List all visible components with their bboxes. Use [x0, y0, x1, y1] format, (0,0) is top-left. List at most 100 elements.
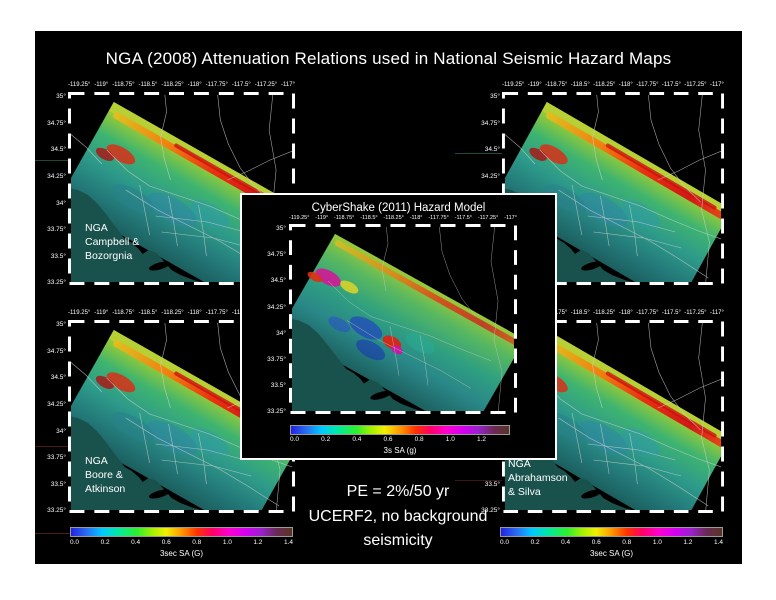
axis-tick-label: 33.75°	[47, 454, 66, 462]
axis-tick-label: -117.25°	[684, 82, 707, 88]
map-label-abrahamson-silva: NGA Abrahamson & Silva	[508, 458, 568, 498]
axis-tick-label: 34.5°	[50, 374, 66, 382]
axis-tick-label: -119.25°	[68, 310, 91, 316]
axis-tick-label: 33.75°	[267, 356, 286, 364]
inset-title: CyberShake (2011) Hazard Model	[311, 202, 486, 214]
axis-tick-label: 35°	[56, 93, 66, 100]
axis-tick-label: -118.25°	[161, 82, 184, 88]
axis-tick-label: 34.25°	[47, 400, 66, 408]
colorbar-tick-label: 0.2	[321, 436, 331, 443]
axis-tick-label: 35°	[56, 321, 66, 328]
inset-colorbar	[290, 425, 510, 435]
scan-artifact	[35, 533, 70, 534]
inset-y-axis-labels: 35° 34.75° 34.5° 34.25° 34° 33.75° 33.5° 33.25°	[260, 224, 286, 418]
axis-tick-label: 33.25°	[47, 279, 66, 287]
axis-tick-label: 33.5°	[50, 252, 66, 260]
colorbar-tick-label: 0.4	[131, 539, 141, 546]
axis-tick-label: -117°	[281, 82, 295, 88]
axis-tick-label: 33.5°	[484, 480, 500, 488]
axis-tick-label: -118.5°	[570, 82, 590, 88]
axis-tick-label: -117°	[504, 215, 517, 221]
colorbar-tick-label: 1.2	[476, 436, 486, 443]
axis-tick-label: 34.75°	[481, 119, 500, 127]
colorbar-tick-label: 0.2	[100, 539, 110, 546]
map-label-boore-atkinson: NGA Boore & Atkinson	[85, 455, 126, 495]
colorbar-tick-label: 0.8	[192, 539, 202, 546]
axis-tick-label: -118.75°	[333, 215, 355, 221]
colorbar-tick-label: 1.0	[652, 539, 662, 546]
axis-tick-label: 35°	[490, 93, 500, 100]
axis-tick-label: -119°	[527, 82, 542, 88]
axis-tick-label: -117.75°	[205, 310, 228, 316]
axis-tick-label: 34.25°	[481, 172, 500, 180]
axis-tick-label: -119°	[94, 82, 109, 88]
axis-tick-label: 35°	[276, 225, 286, 232]
colorbar-tick-label: 1.0	[222, 539, 232, 546]
colorbar-tick-label: 0.8	[622, 539, 632, 546]
axis-tick-label: 33.75°	[47, 226, 66, 234]
axis-tick-label: -118.25°	[383, 215, 404, 221]
annotation-pe: PE = 2%/50 yr	[346, 483, 450, 500]
cybershake-inset: CyberShake (2011) Hazard Model -119.25° -…	[240, 193, 557, 460]
axis-tick-label: 33.25°	[47, 507, 66, 515]
colorbar-left	[70, 527, 293, 537]
axis-tick-label: -119°	[94, 310, 109, 316]
hazard-map-graphic	[289, 224, 517, 414]
axis-tick-label: 34°	[56, 199, 66, 207]
scan-artifact	[35, 160, 68, 161]
axis-tick-label: 34.75°	[267, 251, 286, 259]
axis-tick-label: -117.75°	[636, 310, 659, 316]
colorbar-tick-label: 1.2	[683, 539, 693, 546]
axis-tick-label: 34.25°	[267, 303, 286, 311]
colorbar-tick-label: 0.6	[161, 539, 171, 546]
colorbar-tick-label: 0.6	[383, 436, 393, 443]
y-axis-labels-top-left: 35° 34.75° 34.5° 34.25° 34° 33.75° 33.5° 33.25°	[41, 92, 66, 289]
colorbar-tick-label: 0.6	[591, 539, 601, 546]
axis-tick-label: -118.25°	[593, 310, 616, 316]
axis-tick-label: 33.25°	[481, 507, 500, 515]
colorbar-left-ticks: 0.0 0.2 0.4 0.6 0.8 1.0 1.2 1.4	[70, 539, 293, 547]
axis-tick-label: -117.25°	[254, 82, 278, 88]
inset-colorbar-label: 3s SA (g)	[383, 446, 417, 455]
axis-tick-label: 33.5°	[270, 382, 286, 390]
colorbar-tick-label: 0.2	[530, 539, 540, 546]
colorbar-tick-label: 0.0	[500, 539, 510, 546]
axis-tick-label: -118°	[618, 310, 633, 316]
slide-title: NGA (2008) Attenuation Relations used in…	[105, 49, 672, 68]
axis-tick-label: -118°	[187, 82, 202, 88]
axis-tick-label: 34.5°	[484, 146, 500, 154]
inset-colorbar-ticks: 0.0 0.2 0.4 0.6 0.8 1.0 1.2	[290, 436, 486, 444]
axis-tick-label: -117.25°	[684, 310, 707, 316]
axis-tick-label: -118°	[409, 215, 423, 221]
colorbar-tick-label: 0.0	[290, 436, 300, 443]
colorbar-tick-label: 1.4	[283, 539, 293, 546]
scan-artifact	[35, 446, 68, 447]
axis-tick-label: -119.25°	[68, 82, 91, 88]
axis-tick-label: 33.25°	[267, 408, 286, 416]
axis-tick-label: -119.25°	[289, 215, 310, 221]
axis-tick-label: -118.5°	[570, 310, 590, 316]
axis-tick-label: 33.5°	[50, 480, 66, 488]
axis-tick-label: -118.5°	[138, 82, 158, 88]
x-axis-labels-top-left: -119.25° -119° -118.75° -118.5° -118.25° -118…	[68, 82, 295, 88]
axis-tick-label: -117°	[709, 82, 724, 88]
scan-artifact	[455, 480, 502, 481]
colorbar-tick-label: 0.4	[561, 539, 571, 546]
slide-canvas: NGA (2008) Attenuation Relations used in…	[35, 31, 742, 564]
colorbar-right-ticks: 0.0 0.2 0.4 0.6 0.8 1.0 1.2 1.4	[500, 539, 723, 547]
colorbar-right-label: 3sec SA (G)	[589, 549, 634, 558]
axis-tick-label: -119.25°	[502, 82, 525, 88]
axis-tick-label: -118.5°	[138, 310, 158, 316]
inset-x-axis-labels: -119.25° -119° -118.75° -118.5° -118.25° -118…	[289, 215, 517, 222]
axis-tick-label: -118.5°	[360, 215, 378, 221]
axis-tick-label: -117.5°	[454, 215, 473, 221]
scan-artifact	[455, 153, 502, 154]
colorbar-tick-label: 0.4	[352, 436, 362, 443]
axis-tick-label: -117.75°	[428, 215, 449, 221]
axis-tick-label: -117.75°	[205, 82, 228, 88]
axis-tick-label: 34°	[56, 427, 66, 435]
axis-tick-label: -117.25°	[477, 215, 499, 221]
axis-tick-label: -118.75°	[545, 82, 568, 88]
axis-tick-label: 34.75°	[47, 347, 66, 355]
